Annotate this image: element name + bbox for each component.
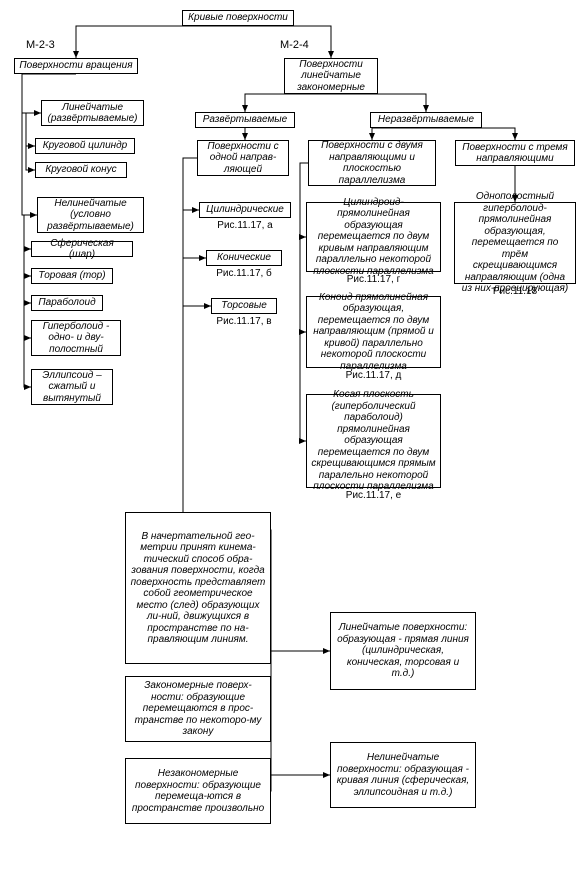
edge-15 — [426, 128, 515, 140]
nondev-c1-item-2: Косая плоскость (гиперболический парабол… — [306, 394, 441, 488]
dev-item-1: Конические — [206, 250, 282, 266]
nondev-c1-item-0-caption: Рис.11.17, г — [306, 274, 441, 285]
left-a-0: Линейчатые (развёртываемые) — [41, 100, 144, 126]
edge-14 — [372, 128, 426, 140]
left-b-4: Гиперболоид - одно- и дву-полостный — [31, 320, 121, 356]
nondev-c1-item-2-caption: Рис.11.17, е — [306, 490, 441, 501]
edge-0 — [76, 26, 238, 58]
edge-7 — [24, 249, 31, 276]
nondev-c1-item-1: Коноид прямолинейная образующая, перемещ… — [306, 296, 441, 368]
bottom-b-1: Нелинейчатые поверхности: образующая - к… — [330, 742, 476, 808]
dev-header: Развёртываемые — [195, 112, 295, 128]
left-header: Поверхности вращения — [14, 58, 138, 74]
left-a-1: Круговой цилиндр — [35, 138, 135, 154]
dev-item-2-caption: Рис.11.17, в — [211, 316, 277, 327]
label-m23: М-2-3 — [26, 39, 55, 51]
nondev-c2-item: Однополостный гиперболоид-прямолинейная … — [454, 202, 576, 284]
edge-5 — [26, 146, 35, 170]
dev-item-1-caption: Рис.11.17, б — [206, 268, 282, 279]
edge-layer — [0, 0, 587, 869]
nondev-c1-header: Поверхности с двумя направляющими и плос… — [308, 140, 436, 186]
left-b-0: Нелинейчатые (условно развёртываемые) — [37, 197, 144, 233]
edge-12 — [331, 94, 426, 112]
left-b-2: Торовая (тор) — [31, 268, 113, 284]
edge-10 — [24, 338, 31, 387]
left-a-2: Круговой конус — [35, 162, 127, 178]
left-b-3: Параболоид — [31, 295, 103, 311]
nondev-c2-item-caption: Рис.11.18 — [454, 286, 576, 297]
bottom-a-0: В начертательной гео-метрии принят кинем… — [125, 512, 271, 664]
edge-11 — [245, 94, 331, 112]
label-m24: М-2-4 — [280, 39, 309, 51]
nondev-header: Неразвёртываемые — [370, 112, 482, 128]
root-node: Кривые поверхности — [182, 10, 294, 26]
edge-9 — [24, 303, 31, 338]
bottom-a-2: Незакономерные поверхности: образующие п… — [125, 758, 271, 824]
diagram-root: Кривые поверхности М-2-3 М-2-4 Поверхности … — [0, 0, 587, 869]
right-header: Поверхности линейчатые закономерные — [284, 58, 378, 94]
nondev-c1-item-0: Цилиндроид-прямолинейная образующая пере… — [306, 202, 441, 272]
bottom-a-1: Закономерные поверх-ности: образующие пе… — [125, 676, 271, 742]
left-b-5: Эллипсоид – сжатый и вытянутый — [31, 369, 113, 405]
dev-item-2: Торсовые — [211, 298, 277, 314]
dev-sub: Поверхности с одной направ-ляющей — [197, 140, 289, 176]
edge-27 — [271, 709, 330, 775]
dev-item-0-caption: Рис.11.17, а — [199, 220, 291, 231]
bottom-b-0: Линейчатые поверхности: образующая - пря… — [330, 612, 476, 690]
dev-item-0: Цилиндрические — [199, 202, 291, 218]
nondev-c2-header: Поверхности с тремя направляющими — [455, 140, 575, 166]
edge-8 — [24, 276, 31, 303]
left-b-1: Сферическая (шар) — [31, 241, 133, 257]
nondev-c1-item-1-caption: Рис.11.17, д — [306, 370, 441, 381]
